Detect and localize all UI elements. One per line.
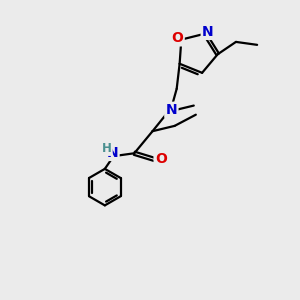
Text: O: O	[172, 31, 183, 45]
Text: O: O	[155, 152, 167, 166]
Text: N: N	[166, 103, 177, 117]
Text: N: N	[202, 25, 214, 39]
Text: N: N	[107, 146, 118, 160]
Text: H: H	[102, 142, 112, 155]
